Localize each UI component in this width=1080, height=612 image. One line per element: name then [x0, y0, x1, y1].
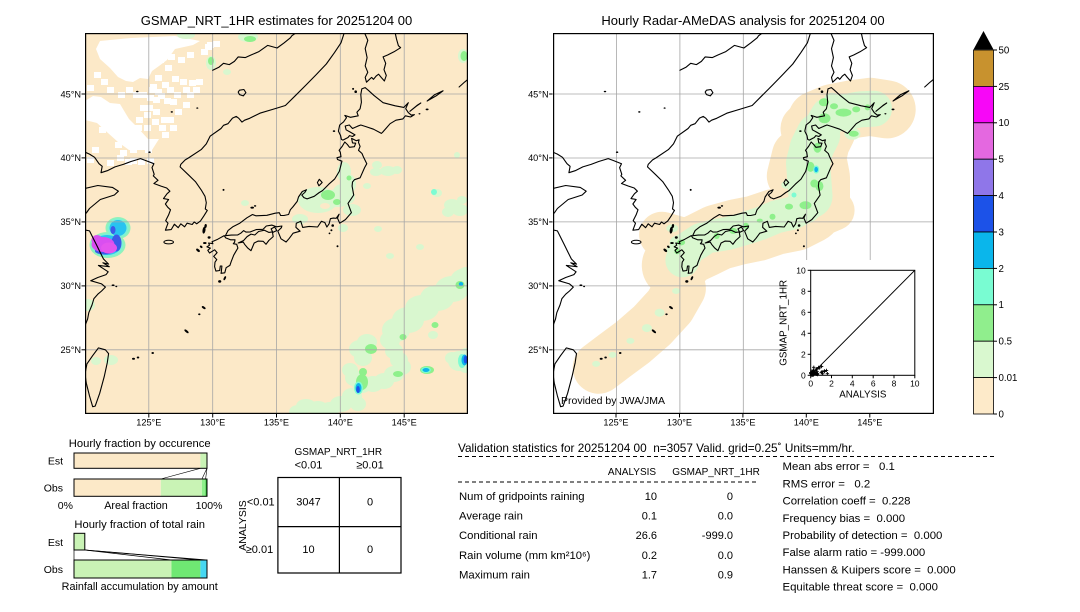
svg-text:4: 4 — [850, 378, 855, 388]
svg-text:0.9: 0.9 — [718, 569, 733, 581]
svg-text:0: 0 — [367, 497, 373, 509]
svg-text:Probability of detection = 0.: Probability of detection = 0.000 — [783, 530, 943, 542]
svg-text:GSMAP_NRT_1HR: GSMAP_NRT_1HR — [294, 447, 382, 458]
svg-text:5: 5 — [999, 155, 1004, 166]
svg-text:125°E: 125°E — [136, 418, 161, 428]
svg-text:0: 0 — [367, 544, 373, 556]
svg-text:4: 4 — [801, 328, 806, 338]
svg-text:Conditional rain: Conditional rain — [459, 530, 538, 542]
svg-text:0%: 0% — [58, 500, 73, 512]
svg-text:10: 10 — [645, 491, 657, 503]
svg-text:0.5: 0.5 — [999, 337, 1012, 348]
svg-text:Rain volume (mm km²10⁶): Rain volume (mm km²10⁶) — [459, 550, 591, 562]
svg-text:8: 8 — [801, 286, 806, 296]
svg-text:130°E: 130°E — [200, 418, 225, 428]
svg-text:Correlation coeff = 0.228: Correlation coeff = 0.228 — [783, 496, 911, 508]
svg-text:ANALYSIS: ANALYSIS — [237, 500, 249, 551]
svg-text:30°N: 30°N — [60, 281, 81, 291]
svg-text:<0.01: <0.01 — [295, 460, 323, 472]
svg-text:Est: Est — [48, 456, 63, 468]
svg-text:0.1: 0.1 — [642, 511, 657, 523]
svg-text:Hanssen & Kuipers score = 0.0: Hanssen & Kuipers score = 0.000 — [783, 564, 956, 576]
svg-text:100%: 100% — [196, 500, 223, 512]
svg-text:Average rain: Average rain — [459, 511, 523, 523]
svg-text:0.0: 0.0 — [718, 550, 733, 562]
svg-text:26.6: 26.6 — [636, 530, 657, 542]
svg-text:Obs: Obs — [44, 564, 63, 576]
svg-text:Frequency bias = 0.000: Frequency bias = 0.000 — [783, 513, 906, 525]
svg-text:4: 4 — [999, 191, 1005, 202]
svg-text:0.0: 0.0 — [718, 511, 733, 523]
svg-text:Obs: Obs — [44, 483, 63, 495]
svg-text:1.7: 1.7 — [642, 569, 657, 581]
svg-text:Hourly fraction by occurence: Hourly fraction by occurence — [69, 438, 211, 450]
svg-text:0: 0 — [999, 409, 1005, 420]
svg-text:0: 0 — [727, 491, 733, 503]
svg-text:3047: 3047 — [296, 497, 320, 509]
svg-text:3: 3 — [999, 227, 1004, 238]
svg-text:35°N: 35°N — [528, 217, 549, 227]
svg-text:25°N: 25°N — [60, 345, 81, 355]
svg-text:135°E: 135°E — [264, 418, 289, 428]
svg-text:10: 10 — [302, 544, 314, 556]
svg-text:6: 6 — [801, 307, 806, 317]
svg-text:35°N: 35°N — [60, 217, 81, 227]
svg-text:Rainfall accumulation by amoun: Rainfall accumulation by amount — [62, 581, 218, 593]
svg-text:1: 1 — [999, 300, 1004, 311]
svg-text:130°E: 130°E — [667, 418, 692, 428]
svg-text:45°N: 45°N — [528, 89, 549, 99]
svg-text:-999.0: -999.0 — [702, 530, 733, 542]
svg-text:Hourly Radar-AMeDAS analysis f: Hourly Radar-AMeDAS analysis for 2025120… — [601, 13, 884, 28]
svg-text:10: 10 — [910, 378, 920, 388]
svg-text:145°E: 145°E — [392, 418, 417, 428]
svg-text:10: 10 — [999, 118, 1010, 129]
svg-text:40°N: 40°N — [528, 153, 549, 163]
svg-text:0: 0 — [801, 370, 806, 380]
svg-text:125°E: 125°E — [603, 418, 628, 428]
svg-text:0.01: 0.01 — [999, 373, 1018, 384]
svg-text:GSMAP_NRT_1HR estimates for 20: GSMAP_NRT_1HR estimates for 20251204 00 — [141, 13, 412, 28]
svg-text:False alarm ratio = -999.000: False alarm ratio = -999.000 — [783, 547, 926, 559]
svg-text:Validation statistics for 2025: Validation statistics for 20251204 00 n=… — [458, 441, 855, 455]
svg-text:140°E: 140°E — [794, 418, 819, 428]
svg-text:6: 6 — [870, 378, 875, 388]
svg-text:10: 10 — [796, 265, 806, 275]
svg-text:Est: Est — [48, 537, 63, 549]
svg-text:Maximum rain: Maximum rain — [459, 569, 530, 581]
svg-text:50: 50 — [999, 45, 1010, 56]
svg-text:140°E: 140°E — [328, 418, 353, 428]
svg-text:Hourly fraction of total rain: Hourly fraction of total rain — [74, 519, 205, 531]
svg-text:RMS error = 0.2: RMS error = 0.2 — [783, 478, 871, 490]
svg-text:0.2: 0.2 — [642, 550, 657, 562]
svg-text:30°N: 30°N — [528, 281, 549, 291]
svg-text:2: 2 — [999, 264, 1004, 275]
svg-text:Mean abs error = 0.1: Mean abs error = 0.1 — [783, 461, 895, 473]
svg-text:45°N: 45°N — [60, 89, 81, 99]
svg-text:145°E: 145°E — [857, 418, 882, 428]
svg-text:2: 2 — [801, 349, 806, 359]
svg-text:GSMAP_NRT_1HR: GSMAP_NRT_1HR — [672, 467, 760, 478]
svg-text:Provided by JWA/JMA: Provided by JWA/JMA — [561, 395, 665, 407]
svg-text:<0.01: <0.01 — [247, 497, 275, 509]
svg-text:25°N: 25°N — [528, 345, 549, 355]
svg-text:GSMAP_NRT_1HR: GSMAP_NRT_1HR — [778, 280, 789, 366]
svg-text:ANALYSIS: ANALYSIS — [608, 467, 656, 478]
svg-text:135°E: 135°E — [730, 418, 755, 428]
svg-text:2: 2 — [829, 378, 834, 388]
svg-text:0: 0 — [808, 378, 813, 388]
svg-text:≥0.01: ≥0.01 — [356, 460, 383, 472]
svg-text:ANALYSIS: ANALYSIS — [839, 389, 887, 400]
svg-text:≥0.01: ≥0.01 — [246, 544, 273, 556]
svg-text:Num of gridpoints raining: Num of gridpoints raining — [459, 491, 585, 503]
svg-text:Equitable threat score = 0.00: Equitable threat score = 0.000 — [783, 582, 938, 594]
svg-text:8: 8 — [891, 378, 896, 388]
svg-text:40°N: 40°N — [60, 153, 81, 163]
svg-text:25: 25 — [999, 82, 1010, 93]
svg-text:Areal fraction: Areal fraction — [104, 500, 168, 512]
